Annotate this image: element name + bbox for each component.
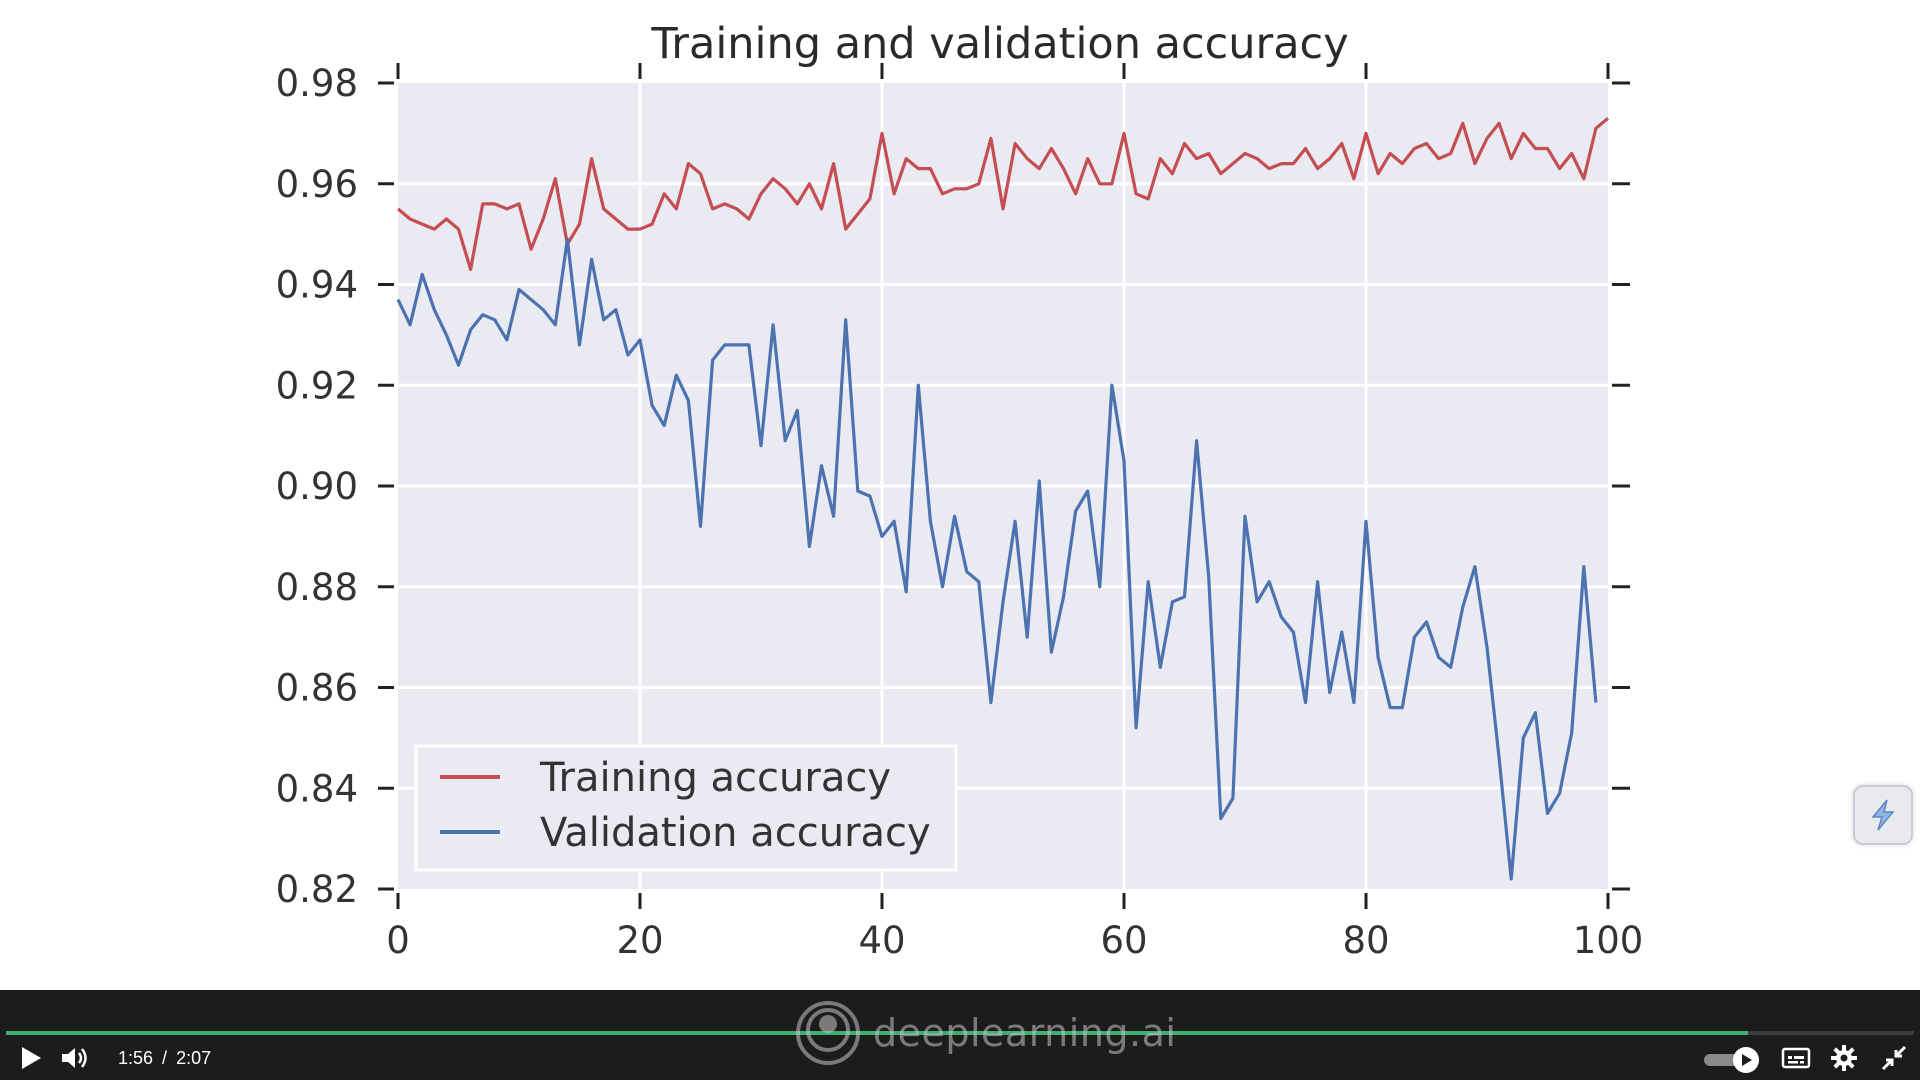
play-icon bbox=[22, 1047, 41, 1069]
x-tick-label: 20 bbox=[616, 919, 663, 962]
exit-fullscreen-button[interactable] bbox=[1880, 1044, 1908, 1072]
video-frame[interactable]: 0 20 40 60 80 100 0.98 0.96 0.94 0.92 0.90 0.88 0.86… bbox=[0, 0, 1920, 990]
validation-accuracy-line bbox=[396, 237, 1598, 881]
captions-icon bbox=[1781, 1047, 1811, 1069]
watermark-text: deeplearning.ai bbox=[873, 1011, 1177, 1055]
y-tick-label: 0.88 bbox=[276, 566, 358, 609]
y-tick-label: 0.92 bbox=[276, 364, 358, 407]
deeplearning-logo-icon bbox=[796, 1001, 860, 1065]
settings-button[interactable] bbox=[1830, 1044, 1858, 1072]
x-tick-label: 60 bbox=[1100, 919, 1147, 962]
lightning-widget-button[interactable] bbox=[1853, 785, 1913, 845]
y-tick-label: 0.84 bbox=[276, 767, 358, 810]
chart-legend: Training accuracy Validation accuracy bbox=[414, 744, 958, 872]
accuracy-chart: 0 20 40 60 80 100 0.98 0.96 0.94 0.92 0.90 0.88 0.86… bbox=[276, 19, 1644, 962]
toggle-icon bbox=[1704, 1047, 1759, 1073]
video-control-bar bbox=[0, 990, 1920, 1080]
duration: 2:07 bbox=[176, 1048, 212, 1068]
current-time: 1:56 bbox=[118, 1048, 154, 1068]
chart-title: Training and validation accuracy bbox=[650, 19, 1348, 69]
y-tick-label: 0.82 bbox=[276, 868, 358, 911]
y-tick-label: 0.90 bbox=[276, 465, 358, 508]
gear-icon bbox=[1831, 1045, 1857, 1071]
captions-button[interactable] bbox=[1781, 1046, 1811, 1072]
y-tick-label: 0.86 bbox=[276, 667, 358, 710]
training-accuracy-line bbox=[396, 117, 1610, 271]
time-separator: / bbox=[162, 1048, 168, 1068]
volume-button[interactable] bbox=[60, 1044, 90, 1072]
progress-bar[interactable] bbox=[6, 1031, 1914, 1035]
y-tick-label: 0.96 bbox=[276, 163, 358, 206]
quality-toggle[interactable] bbox=[1702, 1045, 1762, 1075]
legend-label-training: Training accuracy bbox=[539, 755, 891, 801]
legend-box bbox=[414, 744, 958, 872]
progress-fill bbox=[6, 1031, 1748, 1035]
legend-label-validation: Validation accuracy bbox=[540, 810, 931, 856]
lightning-icon bbox=[1871, 799, 1895, 831]
x-tick-label: 40 bbox=[858, 919, 905, 962]
play-button[interactable] bbox=[18, 1044, 44, 1072]
x-tick-label: 100 bbox=[1573, 919, 1644, 962]
watermark: deeplearning.ai bbox=[795, 1001, 1177, 1065]
exit-fullscreen-icon bbox=[1881, 1045, 1907, 1071]
y-tick-label: 0.98 bbox=[276, 62, 358, 105]
y-tick-label: 0.94 bbox=[276, 264, 358, 307]
time-display: 1:56 / 2:07 bbox=[118, 1046, 211, 1070]
x-tick-label: 0 bbox=[386, 919, 410, 962]
x-tick-label: 80 bbox=[1342, 919, 1389, 962]
volume-icon bbox=[62, 1048, 87, 1068]
